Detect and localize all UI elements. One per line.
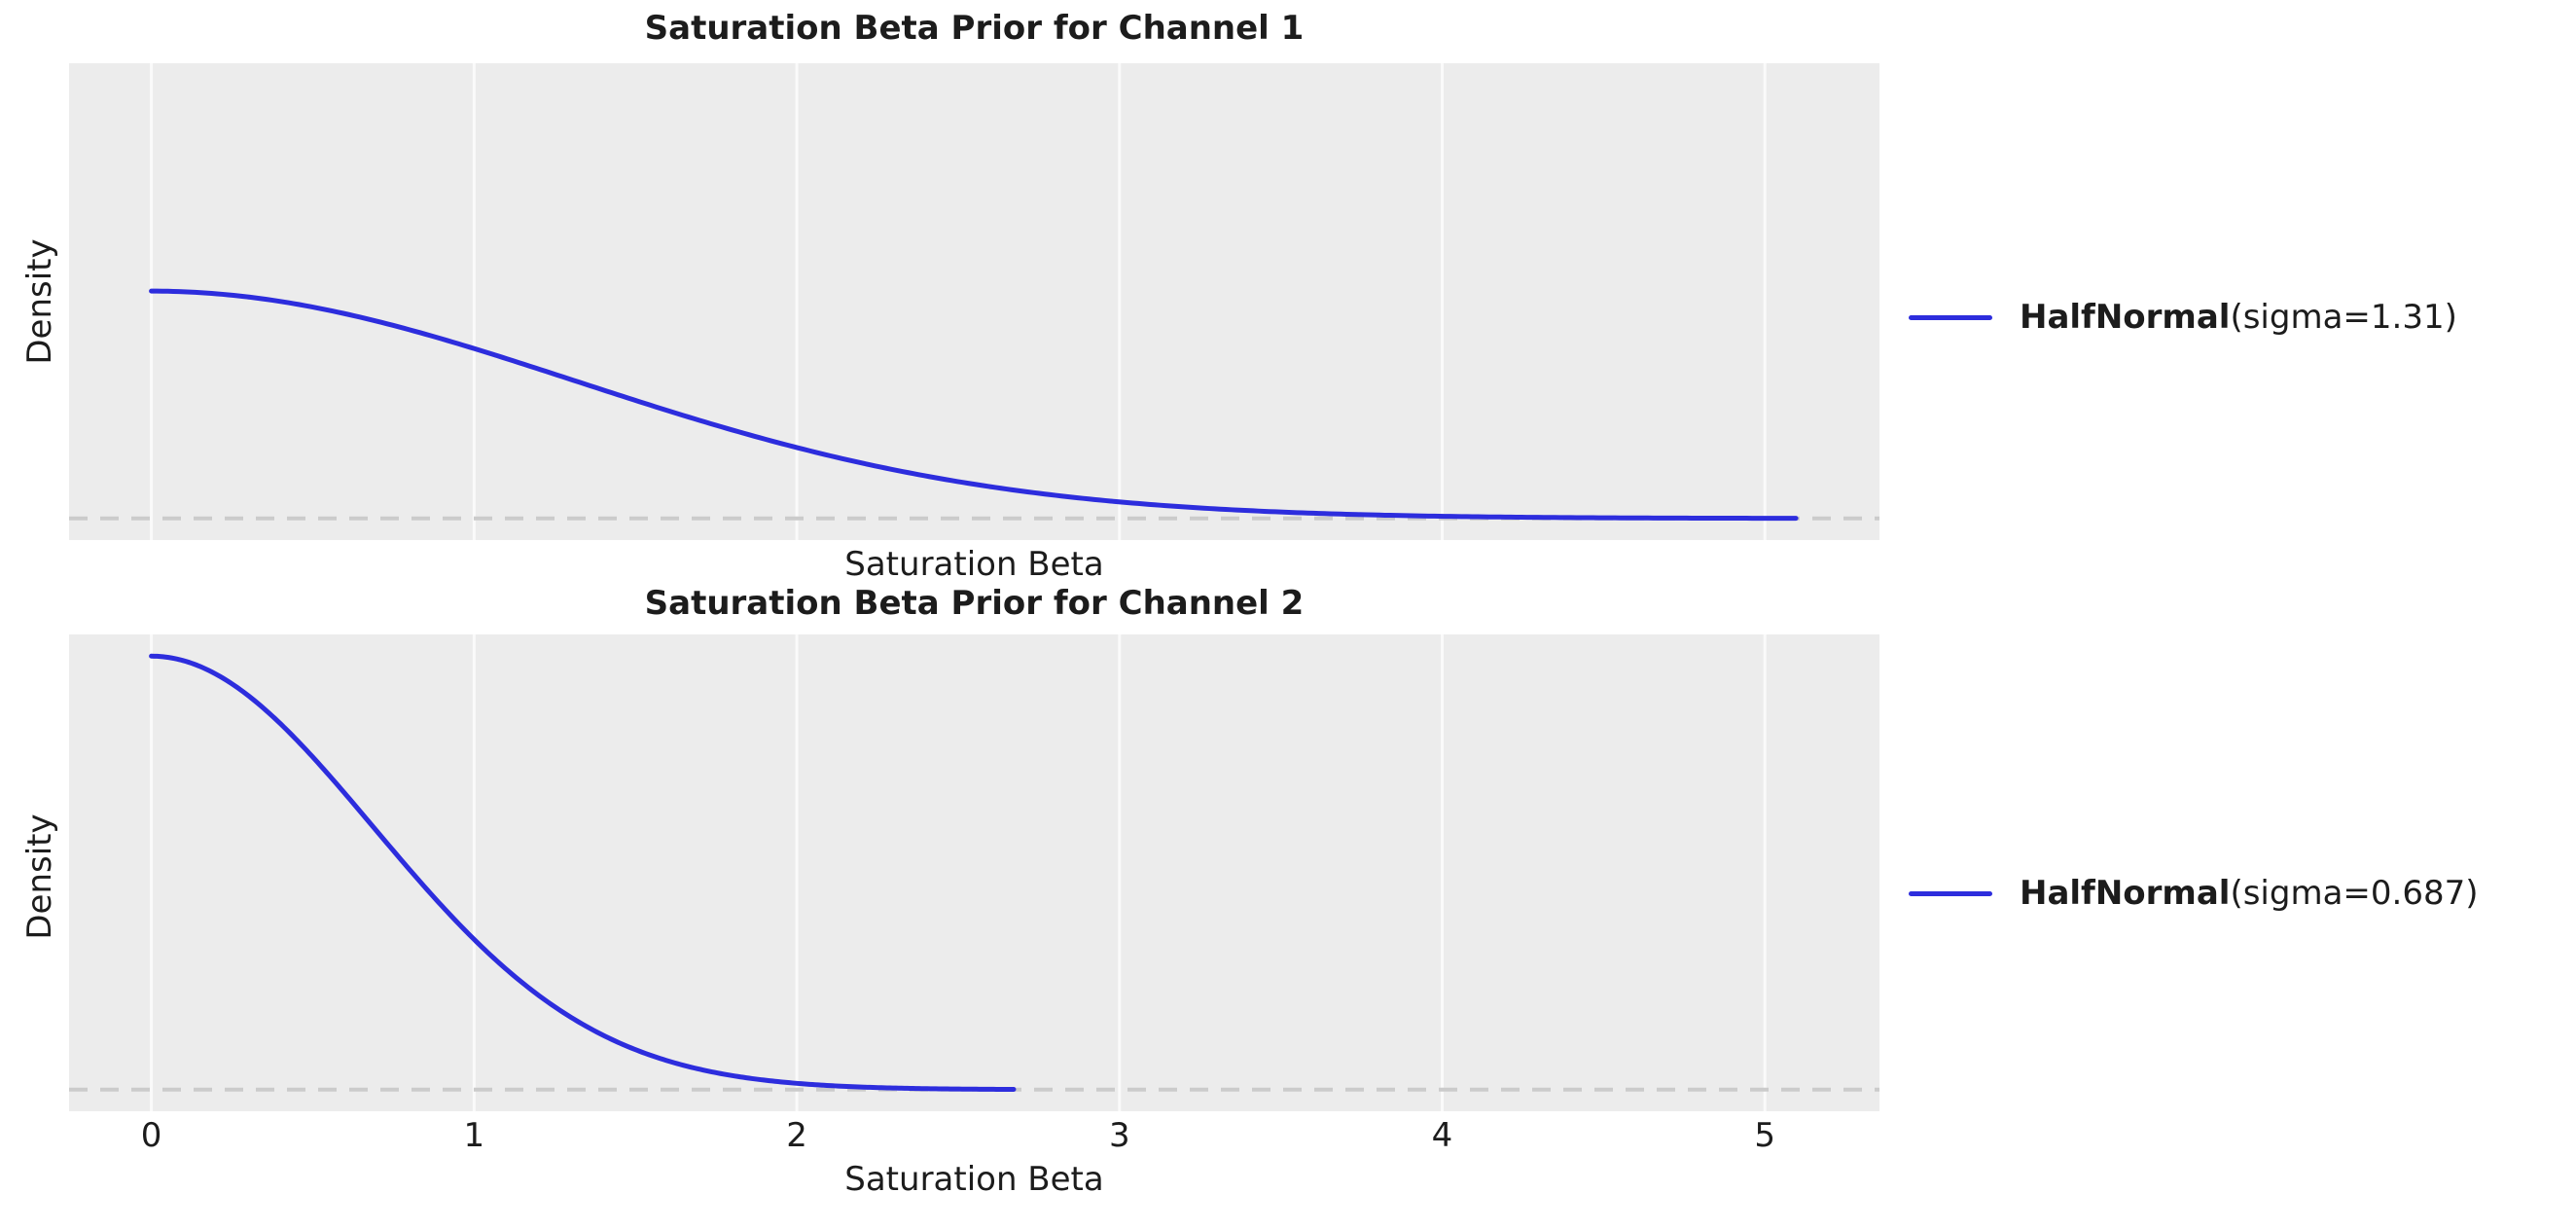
legend-distribution-name: HalfNormal bbox=[2020, 874, 2231, 913]
legend-distribution-name: HalfNormal bbox=[2020, 298, 2231, 337]
plot-area-channel-2 bbox=[69, 634, 1879, 1111]
x-tick-label: 1 bbox=[463, 1116, 485, 1155]
density-curve-svg bbox=[69, 63, 1879, 540]
x-tick-labels: 0 1 2 3 4 5 bbox=[69, 1113, 1879, 1158]
legend-channel-1: HalfNormal(sigma=1.31) bbox=[1909, 298, 2457, 337]
y-axis-label-channel-1: Density bbox=[20, 238, 59, 365]
legend-distribution-params: (sigma=0.687) bbox=[2230, 874, 2479, 913]
y-axis-label-channel-2: Density bbox=[20, 813, 59, 940]
plot-title-channel-1: Saturation Beta Prior for Channel 1 bbox=[644, 9, 1305, 48]
x-tick-label: 4 bbox=[1431, 1116, 1453, 1155]
legend-line-swatch bbox=[1909, 314, 1992, 320]
density-curve bbox=[149, 288, 1799, 522]
legend-label: HalfNormal(sigma=1.31) bbox=[2020, 298, 2457, 337]
x-axis-label-channel-1: Saturation Beta bbox=[844, 545, 1104, 584]
x-tick-label: 2 bbox=[786, 1116, 807, 1155]
x-tick-label: 3 bbox=[1108, 1116, 1130, 1155]
legend-label: HalfNormal(sigma=0.687) bbox=[2020, 874, 2479, 913]
legend-channel-2: HalfNormal(sigma=0.687) bbox=[1909, 874, 2479, 913]
x-axis-label-channel-2: Saturation Beta bbox=[844, 1160, 1104, 1199]
density-curve-svg bbox=[69, 634, 1879, 1111]
legend-distribution-params: (sigma=1.31) bbox=[2230, 298, 2457, 337]
x-tick-label: 0 bbox=[140, 1116, 162, 1155]
plot-title-channel-2: Saturation Beta Prior for Channel 2 bbox=[644, 584, 1305, 623]
x-tick-label: 5 bbox=[1754, 1116, 1776, 1155]
legend-line-swatch bbox=[1909, 890, 1992, 896]
density-curve bbox=[149, 653, 1017, 1093]
plot-area-channel-1 bbox=[69, 63, 1879, 540]
